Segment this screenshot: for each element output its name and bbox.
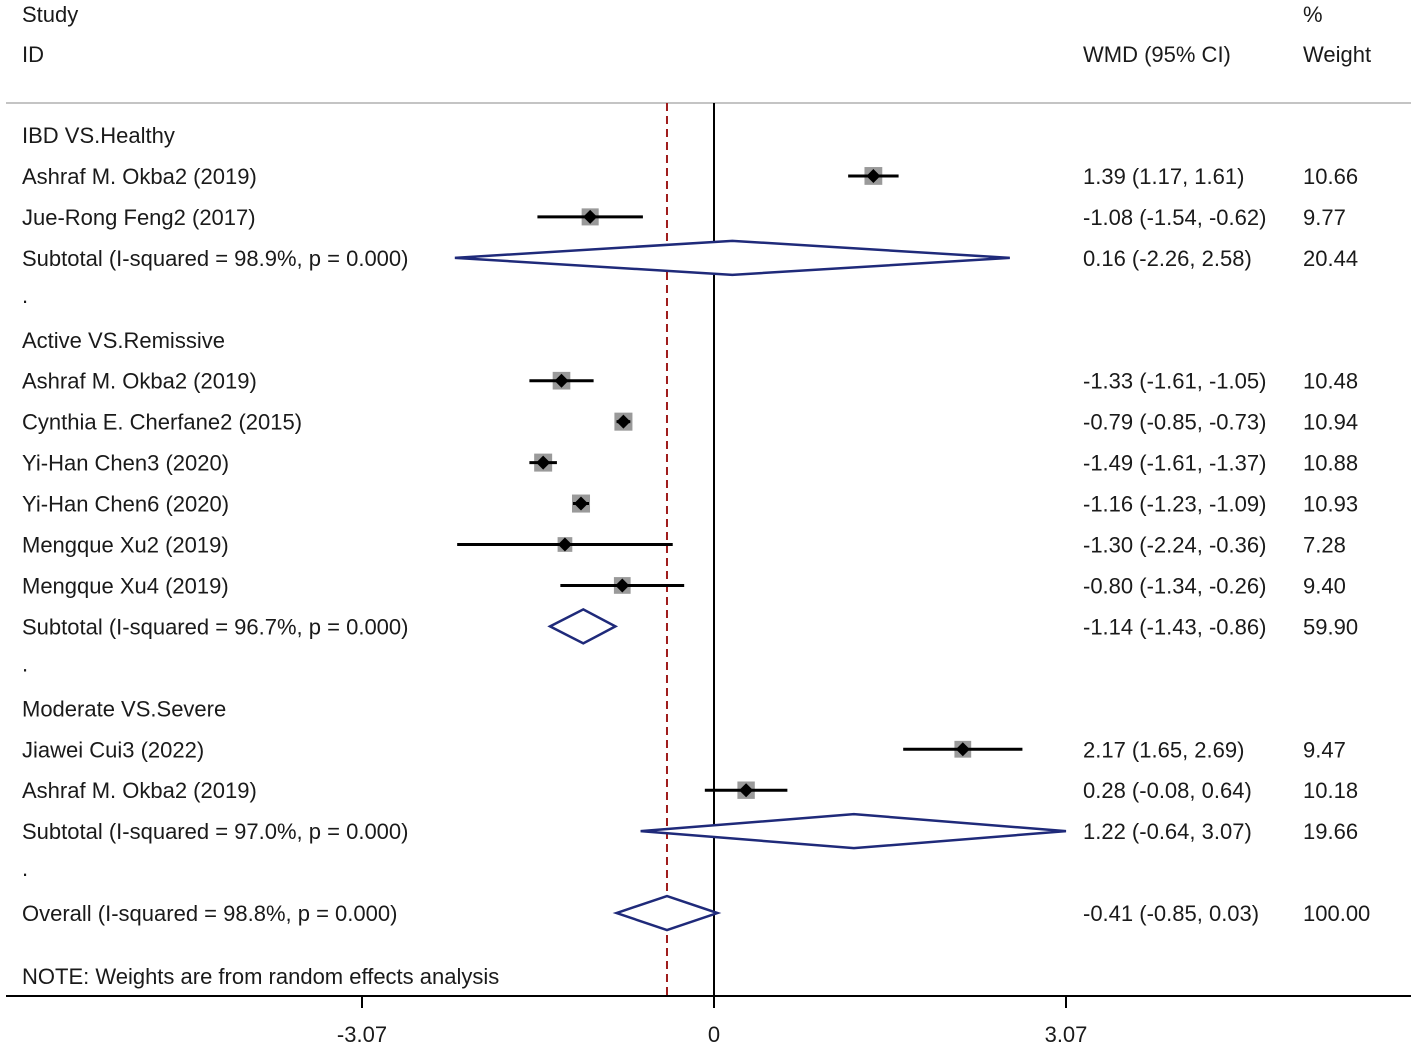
overall-label: Overall (I-squared = 98.8%, p = 0.000)	[22, 901, 397, 926]
group-spacer: .	[22, 651, 28, 676]
study-ci-text: 0.28 (-0.08, 0.64)	[1083, 778, 1252, 803]
group-label: Active VS.Remissive	[22, 328, 225, 353]
study-point	[866, 168, 881, 183]
study-ci-text: -1.08 (-1.54, -0.62)	[1083, 205, 1266, 230]
overall-weight: 100.00	[1303, 901, 1370, 926]
study-ci-text: 2.17 (1.65, 2.69)	[1083, 737, 1244, 762]
study-point	[554, 373, 569, 388]
header-weight: Weight	[1303, 42, 1371, 67]
overall-ci-text: -0.41 (-0.85, 0.03)	[1083, 901, 1259, 926]
study-label: Mengque Xu4 (2019)	[22, 573, 229, 598]
study-ci-text: -1.30 (-2.24, -0.36)	[1083, 533, 1266, 558]
study-label: Yi-Han Chen3 (2020)	[22, 451, 229, 476]
study-ci-text: -1.49 (-1.61, -1.37)	[1083, 451, 1266, 476]
study-weight: 10.18	[1303, 778, 1358, 803]
study-weight: 10.94	[1303, 410, 1358, 435]
study-point	[583, 209, 598, 224]
study-label: Jiawei Cui3 (2022)	[22, 737, 204, 762]
study-point	[616, 414, 631, 429]
weights-note: NOTE: Weights are from random effects an…	[22, 964, 499, 989]
subtotal-ci-text: 1.22 (-0.64, 3.07)	[1083, 819, 1252, 844]
header-id: ID	[22, 42, 44, 67]
study-ci-text: -0.80 (-1.34, -0.26)	[1083, 573, 1266, 598]
header-effect: WMD (95% CI)	[1083, 42, 1231, 67]
subtotal-ci-text: 0.16 (-2.26, 2.58)	[1083, 246, 1252, 271]
study-ci-text: -1.16 (-1.23, -1.09)	[1083, 492, 1266, 517]
group-label: Moderate VS.Severe	[22, 696, 226, 721]
study-weight: 9.47	[1303, 737, 1346, 762]
study-point	[615, 578, 630, 593]
study-weight: 9.40	[1303, 573, 1346, 598]
study-weight: 10.66	[1303, 164, 1358, 189]
subtotal-diamond	[640, 812, 1067, 850]
study-ci-text: -1.33 (-1.61, -1.05)	[1083, 369, 1266, 394]
study-label: Ashraf M. Okba2 (2019)	[22, 164, 257, 189]
group-spacer: .	[22, 856, 28, 881]
subtotal-weight: 20.44	[1303, 246, 1358, 271]
study-point	[955, 742, 970, 757]
x-tick-label: 3.07	[1045, 1022, 1088, 1047]
study-point	[536, 455, 551, 470]
study-point	[557, 537, 572, 552]
x-tick-label: -3.07	[337, 1022, 387, 1047]
group-spacer: .	[22, 283, 28, 308]
study-weight: 9.77	[1303, 205, 1346, 230]
study-label: Ashraf M. Okba2 (2019)	[22, 369, 257, 394]
subtotal-diamond	[454, 239, 1010, 277]
study-weight: 10.93	[1303, 492, 1358, 517]
study-weight: 10.88	[1303, 451, 1358, 476]
subtotal-label: Subtotal (I-squared = 98.9%, p = 0.000)	[22, 246, 408, 271]
x-tick-label: 0	[708, 1022, 720, 1047]
subtotal-weight: 19.66	[1303, 819, 1358, 844]
study-point	[739, 783, 754, 798]
study-label: Mengque Xu2 (2019)	[22, 533, 229, 558]
subtotal-weight: 59.90	[1303, 614, 1358, 639]
subtotal-ci-text: -1.14 (-1.43, -0.86)	[1083, 614, 1266, 639]
overall-diamond	[612, 894, 722, 932]
header-percent: %	[1303, 2, 1323, 27]
study-weight: 7.28	[1303, 533, 1346, 558]
study-label: Yi-Han Chen6 (2020)	[22, 492, 229, 517]
study-label: Jue-Rong Feng2 (2017)	[22, 205, 256, 230]
study-weight: 10.48	[1303, 369, 1358, 394]
header-study: Study	[22, 2, 78, 27]
study-label: Ashraf M. Okba2 (2019)	[22, 778, 257, 803]
study-label: Cynthia E. Cherfane2 (2015)	[22, 410, 302, 435]
subtotal-label: Subtotal (I-squared = 96.7%, p = 0.000)	[22, 614, 408, 639]
study-ci-text: 1.39 (1.17, 1.61)	[1083, 164, 1244, 189]
subtotal-label: Subtotal (I-squared = 97.0%, p = 0.000)	[22, 819, 408, 844]
study-ci-text: -0.79 (-0.85, -0.73)	[1083, 410, 1266, 435]
study-point	[573, 496, 588, 511]
subtotal-diamond	[547, 607, 619, 645]
group-label: IBD VS.Healthy	[22, 123, 175, 148]
